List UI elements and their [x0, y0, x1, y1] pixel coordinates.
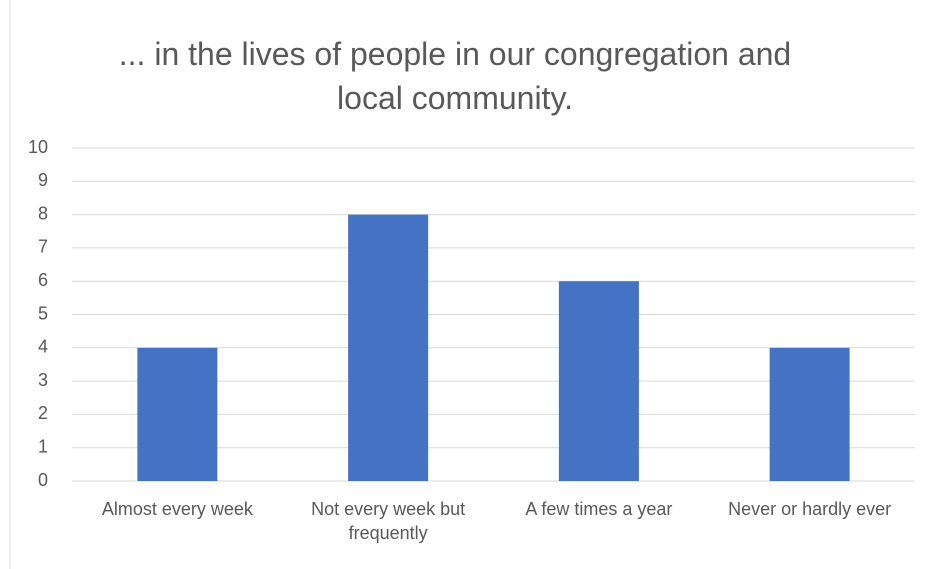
x-tick-label: Not every week but frequently — [311, 499, 466, 543]
y-tick-label: 6 — [38, 270, 48, 290]
y-tick-label: 5 — [38, 303, 48, 323]
y-tick-label: 3 — [38, 370, 48, 390]
bar — [558, 281, 639, 481]
y-tick-label: 9 — [38, 170, 48, 190]
y-tick-label: 2 — [38, 403, 48, 423]
x-tick-label: A few times a year — [525, 499, 673, 519]
x-tick-label: Never or hardly ever — [728, 499, 892, 519]
y-tick-label: 4 — [38, 337, 48, 357]
y-tick-label: 8 — [38, 203, 48, 223]
bar — [137, 347, 218, 481]
y-tick-label: 0 — [38, 470, 48, 490]
bar — [348, 214, 429, 481]
y-tick-label: 7 — [38, 237, 48, 257]
y-tick-label: 10 — [28, 137, 48, 157]
x-tick-label: Almost every week — [101, 499, 253, 519]
chart-title: ... in the lives of people in our congre… — [118, 36, 792, 116]
bar — [769, 347, 850, 481]
y-tick-label: 1 — [38, 436, 48, 456]
chart-frame — [9, 0, 11, 569]
